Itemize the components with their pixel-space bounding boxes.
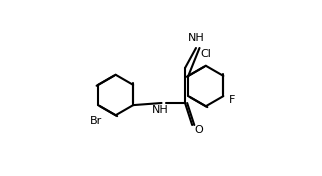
Text: F: F [229,95,235,105]
Text: Cl: Cl [200,49,211,59]
Text: O: O [194,125,203,135]
Text: NH: NH [188,33,204,43]
Text: Br: Br [90,116,102,126]
Text: NH: NH [152,105,169,115]
